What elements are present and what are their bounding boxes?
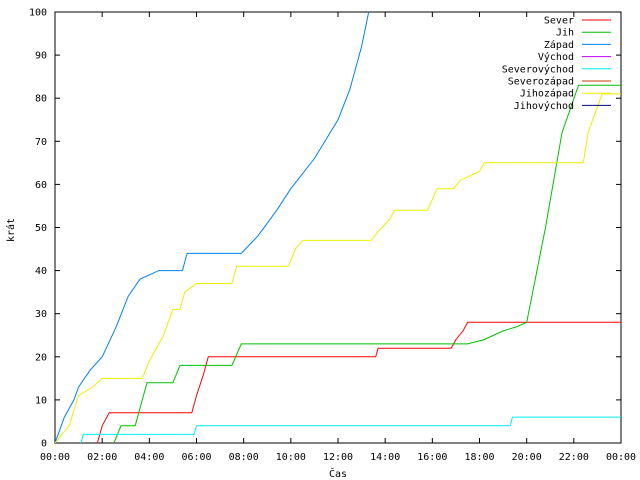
legend-label-severovychod: Severovýchod: [502, 63, 574, 75]
y-tick-label: 100: [29, 8, 47, 19]
legend-label-jih: Jih: [556, 28, 574, 39]
series-line-sever: [96, 321, 621, 443]
legend-label-zapad: Západ: [544, 39, 574, 51]
x-tick-label: 00:00: [40, 452, 70, 463]
y-axis: 0 10 20 30 40 50 60 70 80 90 100: [29, 8, 621, 450]
y-tick-label: 70: [35, 137, 47, 148]
y-axis-title: krát: [5, 218, 17, 242]
x-tick-label: 06:00: [181, 452, 211, 463]
y-tick-label: 10: [35, 395, 47, 406]
x-axis: 00:00 02:00 04:00 06:00 08:00 10:00 12:00 14:00…: [40, 12, 636, 463]
series-group: [55, 12, 621, 443]
y-tick-label: 40: [35, 266, 47, 277]
x-tick-label: 14:00: [370, 452, 400, 463]
x-tick-label: 08:00: [229, 452, 259, 463]
x-axis-title: Čas: [329, 467, 347, 480]
legend-label-jihozapad: Jihozápad: [520, 88, 574, 100]
series-line-jihozapad: [55, 93, 621, 443]
x-tick-label: 18:00: [464, 452, 494, 463]
x-tick-label: 22:00: [559, 452, 589, 463]
x-tick-label: 04:00: [134, 452, 164, 463]
x-tick-label: 00:00: [606, 452, 636, 463]
series-line-severovychod: [80, 416, 621, 443]
series-line-jih: [113, 84, 621, 443]
legend: SeverJihZápadVýchodSeverovýchodSeverozáp…: [502, 16, 611, 112]
y-tick-label: 20: [35, 352, 47, 363]
y-tick-label: 60: [35, 180, 47, 191]
legend-label-jihovychod: Jihovýchod: [514, 100, 574, 112]
y-tick-label: 50: [35, 223, 47, 234]
y-tick-label: 90: [35, 51, 47, 62]
legend-label-severozapad: Severozápad: [508, 76, 574, 88]
y-tick-label: 30: [35, 309, 47, 320]
x-tick-label: 20:00: [512, 452, 542, 463]
legend-label-vychod: Východ: [538, 51, 574, 63]
x-tick-label: 16:00: [417, 452, 447, 463]
series-line-zapad: [55, 12, 370, 443]
x-tick-label: 12:00: [323, 452, 353, 463]
x-tick-label: 10:00: [276, 452, 306, 463]
legend-label-sever: Sever: [544, 16, 574, 27]
y-tick-label: 0: [41, 439, 47, 450]
y-tick-label: 80: [35, 94, 47, 105]
x-tick-label: 02:00: [87, 452, 117, 463]
